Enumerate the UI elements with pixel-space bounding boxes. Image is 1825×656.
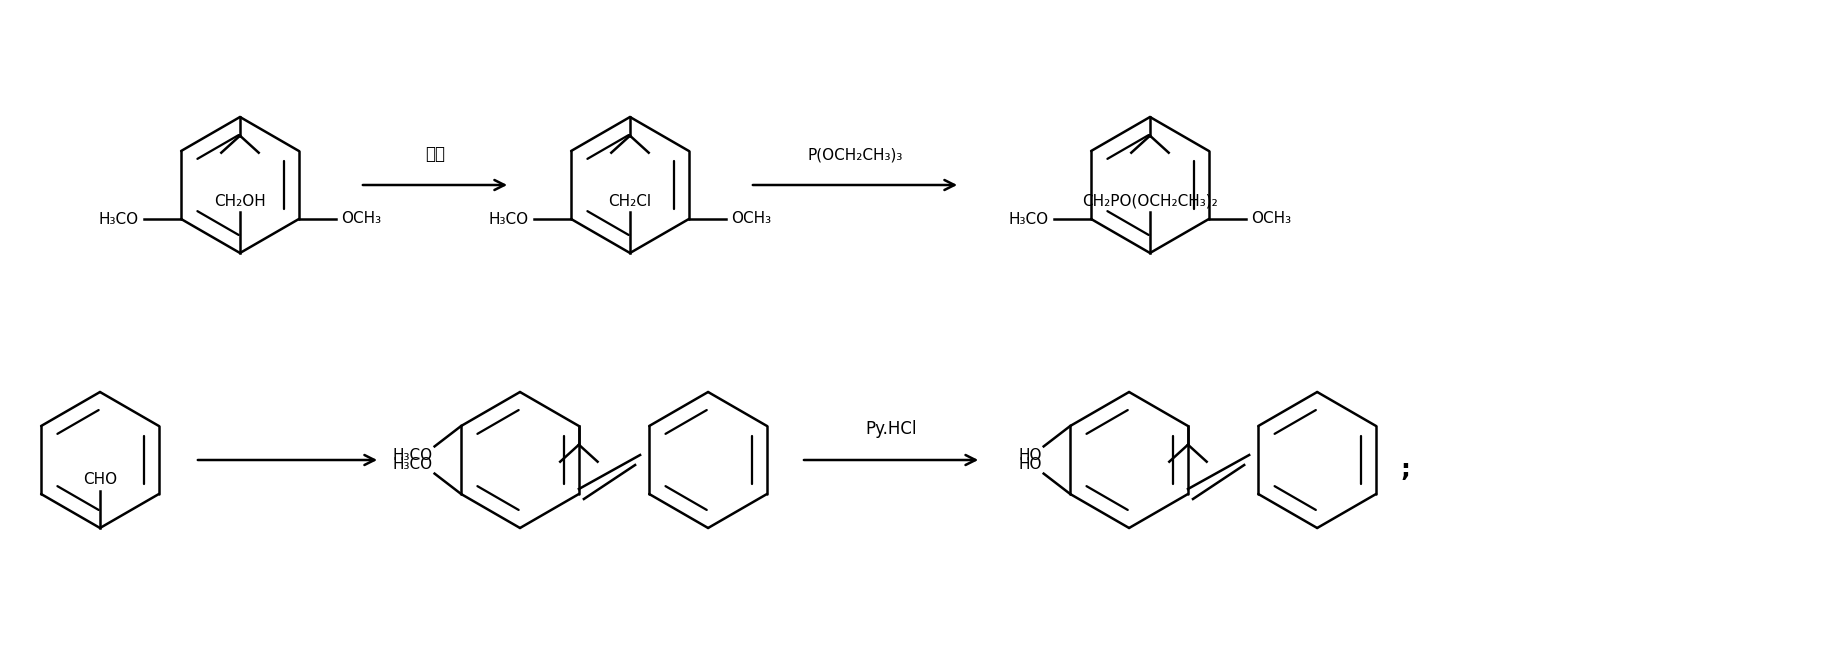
Text: H₃CO: H₃CO <box>1009 211 1049 226</box>
Text: Py.HCl: Py.HCl <box>865 420 916 438</box>
Text: HO: HO <box>1018 457 1042 472</box>
Text: H₃CO: H₃CO <box>99 211 139 226</box>
Text: H₃CO: H₃CO <box>392 449 433 463</box>
Text: ;: ; <box>1400 458 1411 482</box>
Text: OCH₃: OCH₃ <box>341 211 381 226</box>
Text: CH₂Cl: CH₂Cl <box>608 194 652 209</box>
Text: CH₂OH: CH₂OH <box>214 194 266 209</box>
Text: 氯代: 氯代 <box>425 145 445 163</box>
Text: H₃CO: H₃CO <box>392 457 433 472</box>
Text: P(OCH₂CH₃)₃: P(OCH₂CH₃)₃ <box>807 148 903 163</box>
Text: OCH₃: OCH₃ <box>1252 211 1292 226</box>
Text: H₃CO: H₃CO <box>489 211 529 226</box>
Text: HO: HO <box>1018 449 1042 463</box>
Text: CHO: CHO <box>82 472 117 487</box>
Text: OCH₃: OCH₃ <box>732 211 772 226</box>
Text: CH₂PO(OCH₂CH₃)₂: CH₂PO(OCH₂CH₃)₂ <box>1082 194 1217 209</box>
